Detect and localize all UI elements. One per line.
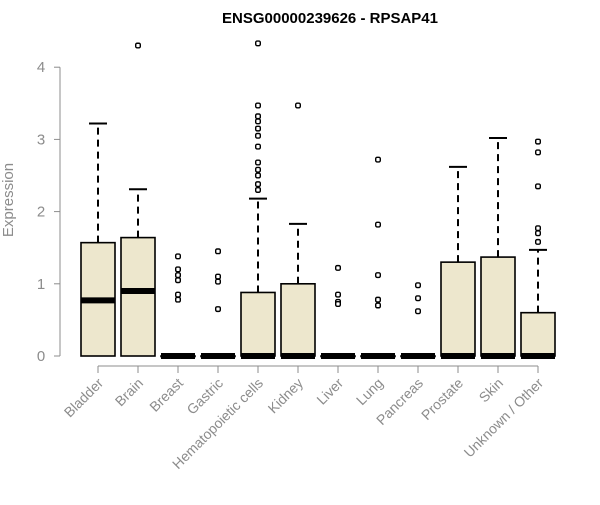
outlier-point (335, 301, 342, 308)
outlier-point (415, 308, 422, 315)
outlier-point (214, 278, 221, 285)
outlier-point (254, 166, 261, 173)
outlier-point (174, 296, 181, 303)
outlier-point (375, 221, 382, 228)
outlier-point (214, 306, 221, 313)
outlier-point (254, 118, 261, 125)
box-group (480, 136, 516, 359)
outlier-point (375, 156, 382, 163)
outlier-point (254, 40, 261, 47)
x-tick-label: Skin (476, 375, 507, 406)
outlier-point (295, 102, 302, 109)
box-rect (120, 236, 156, 357)
outlier-point (535, 149, 542, 156)
x-tick-label: Prostate (418, 375, 466, 423)
y-tick-label: 2 (37, 204, 45, 221)
box-rect (520, 311, 556, 357)
chart-title: ENSG00000239626 - RPSAP41 (222, 10, 438, 27)
box-series (80, 40, 556, 359)
outlier-point (174, 266, 181, 273)
outlier-point (214, 248, 221, 255)
box-group (80, 122, 116, 357)
outlier-point (535, 238, 542, 245)
box-group (320, 264, 356, 359)
box-group (520, 138, 556, 359)
box-rect (440, 261, 476, 357)
outlier-point (535, 230, 542, 237)
box-group (200, 248, 236, 359)
outlier-point (254, 132, 261, 139)
outlier-point (174, 291, 181, 298)
x-tick-label: Liver (313, 375, 346, 408)
outlier-point (415, 282, 422, 289)
outlier-point (174, 253, 181, 260)
x-tick-label: Lung (353, 375, 386, 408)
outlier-point (254, 172, 261, 179)
y-tick-label: 0 (37, 348, 45, 365)
box-group (160, 253, 196, 359)
y-tick-label: 4 (37, 59, 45, 76)
x-tick-label: Breast (146, 375, 186, 415)
outlier-point (375, 296, 382, 303)
outlier-point (335, 264, 342, 271)
outlier-point (375, 302, 382, 309)
box-group (360, 156, 396, 359)
y-tick-label: 3 (37, 131, 45, 148)
x-tick-label: Brain (112, 375, 146, 409)
outlier-point (174, 272, 181, 279)
outlier-point (335, 291, 342, 298)
outlier-point (214, 273, 221, 280)
y-axis: 0 1 2 3 4 (37, 59, 61, 365)
outlier-point (254, 181, 261, 188)
box-group (400, 282, 436, 359)
outlier-point (254, 125, 261, 132)
outlier-point (254, 186, 261, 193)
box-rect (280, 282, 316, 357)
box-group (280, 102, 316, 359)
outlier-point (535, 138, 542, 145)
outlier-point (535, 225, 542, 232)
outlier-point (254, 113, 261, 120)
box-rect (480, 256, 516, 357)
outlier-point (134, 42, 141, 49)
y-axis-label: Expression (0, 163, 17, 237)
y-tick-label: 1 (37, 276, 45, 293)
box-group (120, 42, 156, 357)
outlier-point (415, 295, 422, 302)
outlier-point (254, 159, 261, 166)
box-group (440, 165, 476, 359)
outlier-point (535, 183, 542, 190)
box-rect (240, 291, 276, 357)
outlier-point (254, 143, 261, 150)
box-group (240, 40, 276, 359)
x-tick-label: Bladder (61, 375, 107, 421)
outlier-point (375, 272, 382, 279)
outlier-point (254, 102, 261, 109)
outlier-point (174, 277, 181, 284)
x-tick-label: Kidney (265, 375, 307, 417)
